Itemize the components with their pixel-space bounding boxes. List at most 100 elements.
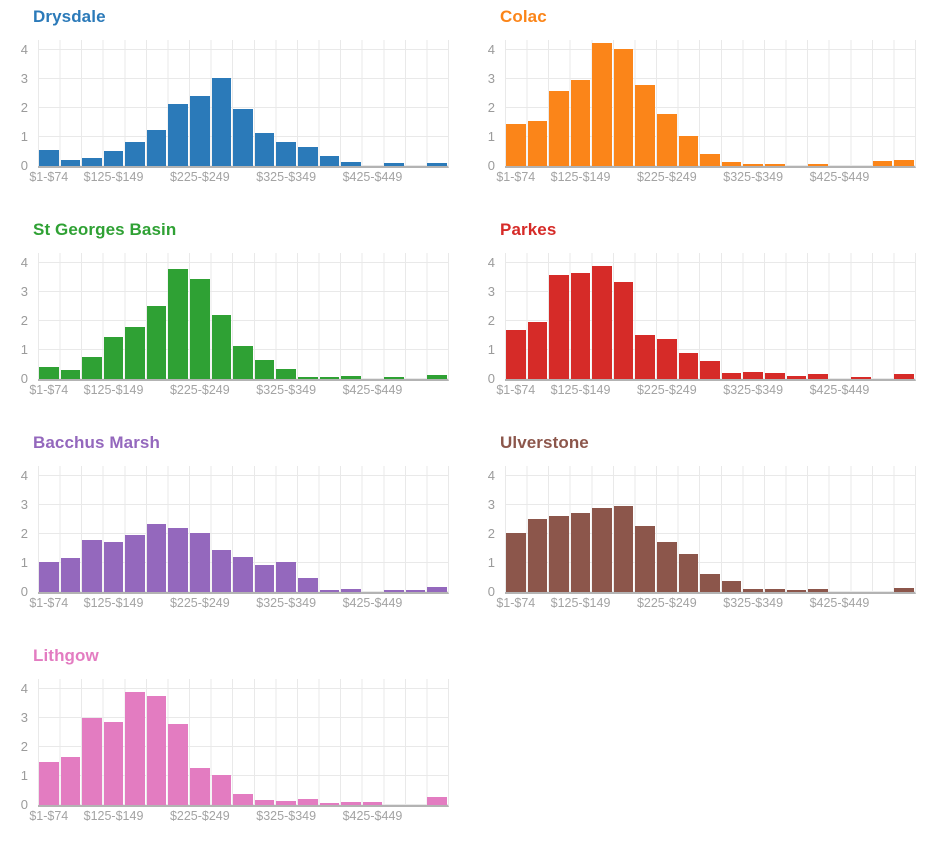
chart-title: Lithgow: [33, 646, 99, 665]
histogram-bar: [678, 353, 699, 379]
histogram-bar: [190, 279, 210, 379]
x-axis-tick-label: $1-$74: [496, 170, 536, 184]
histogram-bar: [125, 327, 145, 379]
histogram-bar: [786, 590, 807, 592]
x-axis-tick-label: $125-$149: [83, 170, 144, 184]
y-axis-tick-label: 1: [20, 768, 28, 783]
x-axis-tick-label: $325-$349: [256, 596, 317, 610]
y-axis-tick-label: 3: [487, 497, 495, 512]
x-axis-tick-label: $125-$149: [83, 596, 144, 610]
y-axis-tick-label: 0: [20, 371, 28, 386]
histogram-bar: [506, 533, 526, 592]
histogram-bar: [384, 163, 404, 166]
histogram-bar: [146, 524, 167, 592]
histogram-bar: [549, 91, 569, 166]
histogram-bar: [254, 133, 275, 166]
y-axis-tick-label: 2: [20, 526, 28, 541]
histogram-bar: [872, 161, 893, 166]
histogram-bar: [103, 722, 124, 805]
chart-panel: Colac 0 1 2 3 4 $1-$74 $125-$149 $225-$249 $325-$…: [467, 0, 935, 213]
x-axis-tick-label: $425-$449: [342, 596, 403, 610]
histogram-bar: [786, 376, 807, 379]
histogram-bar: [549, 275, 569, 379]
histogram-bar: [721, 581, 742, 592]
x-axis-tick-label: $225-$249: [636, 596, 697, 610]
chart-title: Ulverstone: [500, 433, 589, 452]
histogram-bar: [427, 163, 447, 166]
histogram-bar: [39, 150, 59, 166]
plot-area: [505, 466, 916, 594]
histogram-bar: [190, 768, 210, 805]
histogram-bar: [570, 80, 591, 166]
histogram-bar: [125, 142, 145, 166]
y-axis-tick-label: 3: [20, 710, 28, 725]
chart-panel: Drysdale 0 1 2 3 4 $1-$74 $125-$149 $225-$249 $32…: [0, 0, 467, 213]
histogram-bar: [297, 578, 318, 592]
histogram-bar: [297, 377, 318, 379]
histogram-bar: [678, 136, 699, 166]
histogram-bar: [125, 535, 145, 592]
x-axis-tick-label: $325-$349: [723, 596, 784, 610]
chart-title: Drysdale: [33, 7, 106, 26]
x-axis-tick-label: $1-$74: [29, 809, 69, 823]
histogram-bar: [613, 282, 634, 379]
x-axis-tick-label: $425-$449: [342, 170, 403, 184]
x-axis-tick-label: $425-$449: [342, 383, 403, 397]
histogram-bar: [743, 372, 763, 379]
histogram-bar: [764, 373, 785, 379]
x-axis-tick-label: $125-$149: [83, 383, 144, 397]
y-axis-tick-label: 4: [20, 468, 28, 483]
histogram-bar: [894, 160, 914, 166]
histogram-bar: [678, 554, 699, 592]
histogram-bar: [592, 508, 612, 592]
y-axis-tick-label: 3: [487, 284, 495, 299]
x-axis-tick-label: $225-$249: [169, 596, 230, 610]
y-axis-tick-label: 2: [487, 100, 495, 115]
histogram-bar: [743, 589, 763, 592]
histogram-bar: [297, 147, 318, 166]
histogram-bar: [82, 357, 102, 379]
histogram-bar: [211, 315, 232, 379]
histogram-bar: [700, 154, 720, 166]
chart-panel: Parkes 0 1 2 3 4 $1-$74 $125-$149 $225-$249 $325-…: [467, 213, 935, 426]
histogram-bar: [103, 542, 124, 592]
x-axis-tick-label: $225-$249: [636, 383, 697, 397]
histogram-bar: [808, 164, 828, 166]
y-axis-tick-label: 1: [487, 555, 495, 570]
x-axis-tick-label: $225-$249: [169, 170, 230, 184]
histogram-bar: [82, 158, 102, 166]
x-axis-tick-label: $325-$349: [256, 383, 317, 397]
x-axis-tick-label: $1-$74: [496, 383, 536, 397]
y-axis-tick-label: 3: [20, 497, 28, 512]
histogram-bar: [657, 339, 677, 379]
histogram-bar: [211, 78, 232, 166]
histogram-bar: [254, 360, 275, 379]
y-axis-tick-label: 0: [20, 584, 28, 599]
y-axis-tick-label: 0: [487, 158, 495, 173]
y-axis-tick-label: 4: [487, 42, 495, 57]
y-axis-tick-label: 3: [487, 71, 495, 86]
y-axis-tick-label: 2: [20, 100, 28, 115]
histogram-bar: [39, 762, 59, 805]
histogram-bar: [549, 516, 569, 592]
x-axis-tick-label: $1-$74: [29, 383, 69, 397]
y-axis-tick-label: 3: [20, 71, 28, 86]
histogram-bar: [527, 519, 548, 592]
x-axis-tick-label: $325-$349: [256, 170, 317, 184]
histogram-bar: [743, 164, 763, 166]
chart-title: Colac: [500, 7, 547, 26]
histogram-bar: [211, 775, 232, 805]
histogram-bar: [341, 376, 361, 379]
histogram-bar: [233, 794, 253, 805]
histogram-bar: [341, 802, 361, 805]
plot-area: [505, 40, 916, 168]
histogram-bar: [700, 361, 720, 379]
histogram-bar: [405, 590, 426, 592]
x-axis-tick-label: $1-$74: [29, 170, 69, 184]
y-axis-tick-label: 1: [20, 342, 28, 357]
x-axis-tick-label: $1-$74: [496, 596, 536, 610]
histogram-bar: [764, 589, 785, 592]
histogram-bar: [570, 273, 591, 379]
histogram-bar: [103, 337, 124, 379]
plot-area: [505, 253, 916, 381]
